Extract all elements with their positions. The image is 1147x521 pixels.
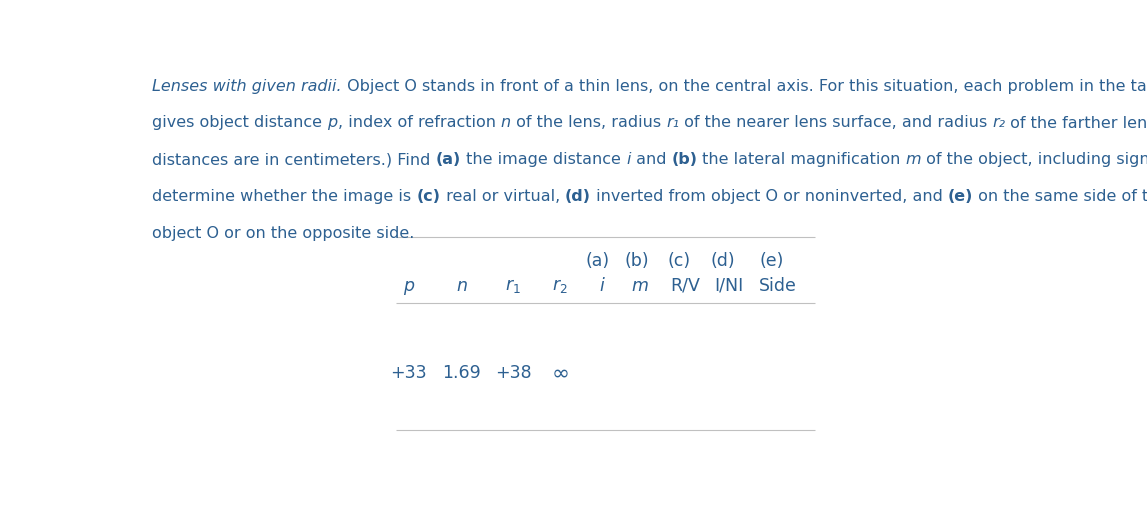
Text: Lenses with given radii.: Lenses with given radii. bbox=[153, 79, 342, 94]
Text: (e): (e) bbox=[759, 252, 785, 270]
Text: (c): (c) bbox=[668, 252, 690, 270]
Text: of the object, including signs. Also,: of the object, including signs. Also, bbox=[921, 152, 1147, 167]
Text: (a): (a) bbox=[436, 152, 461, 167]
Text: +33: +33 bbox=[390, 364, 427, 382]
Text: p: p bbox=[327, 116, 337, 130]
Text: +38: +38 bbox=[494, 364, 531, 382]
Text: of the farther lens surface. (All: of the farther lens surface. (All bbox=[1006, 116, 1147, 130]
Text: p: p bbox=[403, 277, 414, 295]
Text: gives object distance: gives object distance bbox=[153, 116, 327, 130]
Text: R/V: R/V bbox=[671, 277, 701, 295]
Text: , index of refraction: , index of refraction bbox=[337, 116, 500, 130]
Text: I/NI: I/NI bbox=[715, 277, 743, 295]
Text: i: i bbox=[626, 152, 631, 167]
Text: m: m bbox=[632, 277, 649, 295]
Text: i: i bbox=[600, 277, 604, 295]
Text: of the nearer lens surface, and radius: of the nearer lens surface, and radius bbox=[679, 116, 992, 130]
Text: m: m bbox=[906, 152, 921, 167]
Text: of the lens, radius: of the lens, radius bbox=[510, 116, 666, 130]
Text: $r_2$: $r_2$ bbox=[553, 277, 568, 295]
Text: ∞: ∞ bbox=[552, 364, 569, 383]
Text: the lateral magnification: the lateral magnification bbox=[697, 152, 906, 167]
Text: distances are in centimeters.) Find: distances are in centimeters.) Find bbox=[153, 152, 436, 167]
Text: real or virtual,: real or virtual, bbox=[440, 189, 564, 204]
Text: inverted from object O or noninverted, and: inverted from object O or noninverted, a… bbox=[591, 189, 947, 204]
Text: $r_1$: $r_1$ bbox=[506, 277, 521, 295]
Text: n: n bbox=[457, 277, 467, 295]
Text: r₂: r₂ bbox=[992, 116, 1006, 130]
Text: Object O stands in front of a thin lens, on the central axis. For this situation: Object O stands in front of a thin lens,… bbox=[342, 79, 1147, 94]
Text: object O or on the opposite side.: object O or on the opposite side. bbox=[153, 226, 414, 241]
Text: determine whether the image is: determine whether the image is bbox=[153, 189, 416, 204]
Text: and: and bbox=[631, 152, 671, 167]
Text: r₁: r₁ bbox=[666, 116, 679, 130]
Text: 1.69: 1.69 bbox=[443, 364, 481, 382]
Text: (b): (b) bbox=[671, 152, 697, 167]
Text: (e): (e) bbox=[947, 189, 974, 204]
Text: (a): (a) bbox=[586, 252, 610, 270]
Text: (d): (d) bbox=[564, 189, 591, 204]
Text: (b): (b) bbox=[624, 252, 649, 270]
Text: (d): (d) bbox=[711, 252, 735, 270]
Text: Side: Side bbox=[759, 277, 797, 295]
Text: (c): (c) bbox=[416, 189, 440, 204]
Text: on the same side of the lens as: on the same side of the lens as bbox=[974, 189, 1147, 204]
Text: the image distance: the image distance bbox=[461, 152, 626, 167]
Text: n: n bbox=[500, 116, 510, 130]
